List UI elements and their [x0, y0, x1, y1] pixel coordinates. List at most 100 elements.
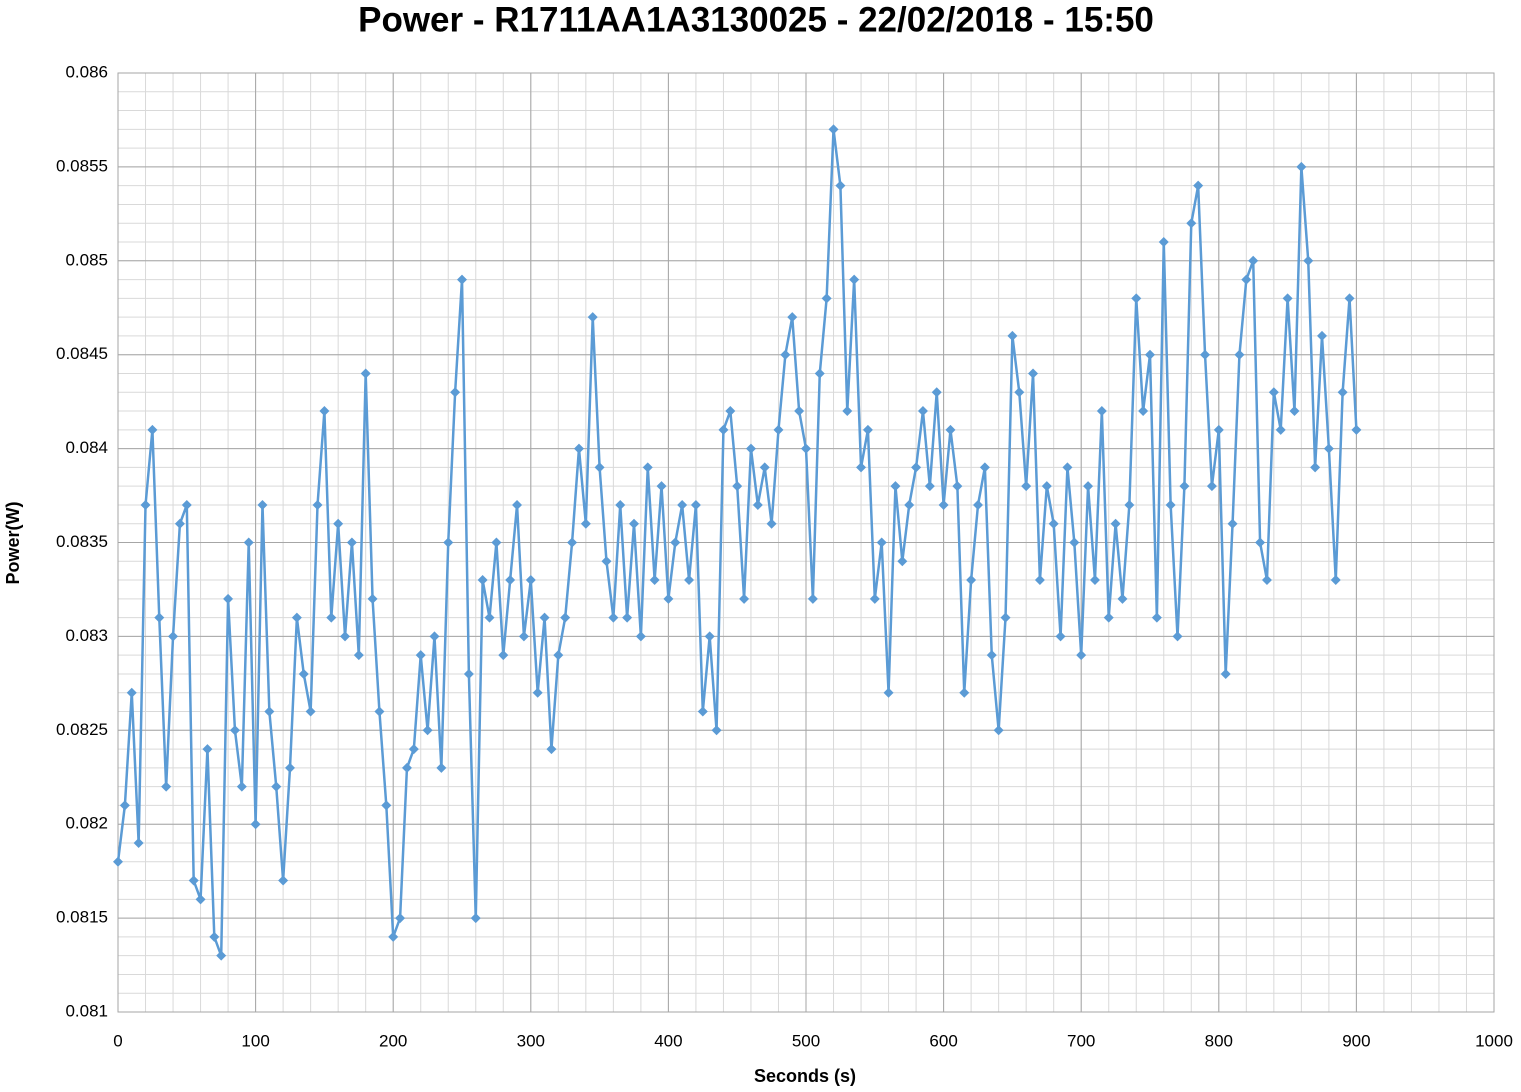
data-point: [1165, 499, 1176, 510]
data-point: [663, 593, 674, 604]
data-point: [966, 575, 977, 586]
data-point: [223, 593, 234, 604]
data-point: [395, 913, 406, 924]
data-point: [140, 499, 151, 510]
data-point: [1138, 406, 1149, 417]
data-point: [113, 856, 123, 867]
data-point: [1351, 424, 1362, 435]
data-point: [1179, 481, 1190, 492]
data-point: [1289, 406, 1300, 417]
data-point: [1145, 349, 1155, 360]
data-point: [484, 612, 495, 623]
data-point: [518, 631, 529, 642]
data-point: [285, 762, 295, 773]
data-point: [993, 725, 1004, 736]
y-tick-label: 0.083: [65, 626, 108, 645]
x-tick-label: 900: [1342, 1031, 1370, 1050]
data-point: [1014, 387, 1025, 398]
data-point: [216, 950, 227, 961]
data-point: [1303, 255, 1314, 266]
data-point: [911, 462, 922, 473]
data-point: [1268, 387, 1279, 398]
data-point: [525, 575, 536, 586]
data-point: [126, 687, 137, 698]
data-point: [917, 406, 928, 417]
data-point: [470, 913, 481, 924]
y-tick-label: 0.0835: [56, 532, 108, 551]
data-point: [539, 612, 550, 623]
data-point: [1200, 349, 1211, 360]
data-point: [133, 837, 144, 848]
data-point: [450, 387, 461, 398]
data-point: [422, 725, 433, 736]
data-point: [890, 481, 901, 492]
y-tick-label: 0.081: [65, 1001, 108, 1020]
x-tick-label: 200: [379, 1031, 407, 1050]
data-point: [773, 424, 784, 435]
data-point: [656, 481, 667, 492]
data-point: [938, 499, 949, 510]
data-point: [546, 744, 557, 755]
data-point: [271, 781, 282, 792]
data-point: [457, 274, 467, 285]
data-point: [1275, 424, 1286, 435]
data-point: [1193, 180, 1204, 191]
data-point: [828, 124, 839, 135]
data-point: [374, 706, 385, 717]
data-point: [945, 424, 956, 435]
data-point: [312, 499, 323, 510]
data-point: [849, 274, 860, 285]
data-point: [512, 499, 523, 510]
data-point: [1206, 481, 1217, 492]
data-point: [745, 443, 756, 454]
data-point: [1021, 481, 1032, 492]
data-point: [615, 499, 626, 510]
data-point: [573, 443, 584, 454]
plot-border: [117, 72, 1495, 1013]
data-point: [780, 349, 791, 360]
data-point: [408, 744, 419, 755]
data-point: [732, 481, 743, 492]
data-point: [1076, 650, 1087, 661]
data-point: [869, 593, 880, 604]
data-point: [642, 462, 653, 473]
x-axis-title: Seconds (s): [754, 1066, 856, 1086]
data-point: [814, 368, 825, 379]
data-point: [1110, 518, 1121, 529]
data-point: [1151, 612, 1162, 623]
data-point: [305, 706, 316, 717]
data-point: [1089, 575, 1100, 586]
data-point: [401, 762, 412, 773]
data-point: [443, 537, 454, 548]
data-point: [346, 537, 357, 548]
data-point: [429, 631, 440, 642]
x-tick-label: 500: [792, 1031, 820, 1050]
data-point: [876, 537, 887, 548]
y-tick-label: 0.0855: [56, 156, 108, 175]
data-point: [250, 819, 261, 830]
data-point: [415, 650, 426, 661]
data-point: [553, 650, 564, 661]
data-point: [883, 687, 894, 698]
data-point: [147, 424, 158, 435]
data-point: [1220, 668, 1231, 679]
data-point: [959, 687, 970, 698]
x-tick-label: 0: [113, 1031, 122, 1050]
data-point: [202, 744, 213, 755]
data-point: [608, 612, 619, 623]
data-point: [1103, 612, 1114, 623]
data-point: [1261, 575, 1272, 586]
data-point: [856, 462, 867, 473]
y-axis-title: Power(W): [3, 501, 23, 584]
data-point: [904, 499, 915, 510]
data-point: [1323, 443, 1334, 454]
data-point: [1028, 368, 1039, 379]
data-point: [986, 650, 997, 661]
data-point: [1062, 462, 1073, 473]
data-point: [188, 875, 199, 886]
data-point: [1344, 293, 1355, 304]
data-point: [381, 800, 392, 811]
x-tick-label: 300: [517, 1031, 545, 1050]
data-point: [711, 725, 722, 736]
data-point: [629, 518, 639, 529]
